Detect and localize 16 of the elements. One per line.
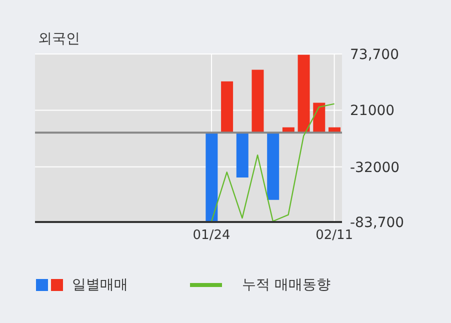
bar: [236, 132, 248, 178]
bar: [221, 81, 234, 133]
x-tick-label: 01/24: [192, 228, 230, 244]
bar: [206, 132, 218, 222]
y-tick-label: 21000: [350, 103, 395, 120]
bar: [252, 70, 264, 133]
y-tick-label: -83,700: [350, 214, 404, 231]
bar: [267, 132, 280, 200]
legend-label: 누적 매매동향: [242, 276, 330, 294]
x-tick-label: 02/11: [316, 228, 354, 244]
y-tick-label: 73,700: [350, 46, 399, 63]
legend-label: 일별매매: [72, 276, 128, 294]
y-tick-label: -32000: [350, 160, 400, 176]
chart-title: 외국인: [38, 30, 80, 48]
bar: [298, 54, 310, 133]
line-series: [210, 103, 335, 222]
